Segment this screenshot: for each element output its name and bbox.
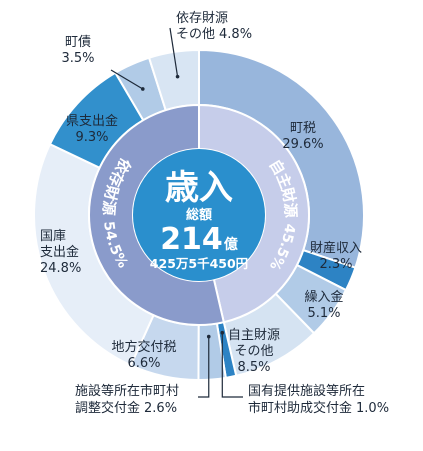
slice-label-9: 町債 3.5% [61, 35, 94, 66]
slice-label-5-line-1: 調整交付金 [75, 400, 140, 416]
slice-label-7-line-0: 国庫 [40, 229, 66, 244]
slice-label-3-line-1: その他 [234, 344, 273, 359]
slice-label-6: 地方交付税 6.6% [111, 339, 176, 371]
slice-label-6-line-0: 地方交付税 [111, 339, 176, 355]
leader-4 [221, 332, 243, 398]
center-amount: 214 [160, 222, 223, 257]
slice-label-2-line-0: 繰入金 [304, 289, 343, 305]
slice-label-3: 自主財源その他 8.5% [228, 328, 280, 375]
slice-label-7: 国庫支出金 24.8% [40, 229, 81, 276]
center-title: 歳入 [165, 168, 233, 208]
slice-label-7-value: 24.8% [40, 261, 81, 276]
slice-label-4-line-1: 市町村助成交付金 [248, 400, 352, 416]
slice-label-1: 財産収入 2.3% [310, 240, 362, 272]
slice-label-10: 依存財源その他 4.8% [176, 11, 252, 42]
slice-label-5-value: 2.6% [144, 401, 177, 416]
slice-label-3-value: 8.5% [237, 360, 270, 375]
leader-dot-10 [175, 74, 180, 79]
center-subtitle: 総額 [186, 207, 212, 223]
leader-5 [198, 336, 210, 398]
leader-dot-5 [206, 334, 211, 339]
slice-label-9-line-0: 町債 [65, 35, 91, 50]
leader-lines [110, 27, 243, 398]
slice-label-4-line-0: 国有提供施設等所在 [248, 383, 365, 399]
leader-dot-4 [220, 330, 225, 335]
leader-10 [169, 27, 179, 77]
slice-label-1-value: 2.3% [319, 257, 352, 272]
slice-label-10-line-1: その他 [176, 27, 215, 42]
slice-label-2: 繰入金 5.1% [304, 289, 343, 321]
center-disc [133, 149, 265, 281]
slice-label-5-line-0: 施設等所在市町村 [75, 383, 179, 399]
slice-label-10-line-0: 依存財源 [176, 11, 228, 26]
center-summary: 歳入 総額 214億 425万5千450円 [150, 168, 248, 271]
slice-labels: 町税 29.6%財産収入 2.3%繰入金 5.1%自主財源その他 8.5%国有提供施設等… [40, 11, 389, 416]
center-detail: 425万5千450円 [150, 256, 248, 271]
leader-dot-9 [140, 87, 145, 91]
slice-label-3-line-0: 自主財源 [228, 328, 280, 343]
slice-label-4: 国有提供施設等所在市町村助成交付金 1.0% [248, 383, 389, 416]
slice-label-2-value: 5.1% [307, 306, 340, 321]
center-unit: 億 [224, 236, 238, 253]
leader-9 [110, 69, 144, 90]
slice-label-1-line-0: 財産収入 [310, 240, 362, 256]
slice-label-8-value: 9.3% [75, 130, 108, 145]
slice-label-9-value: 3.5% [61, 51, 94, 66]
center-amount-line: 214億 [160, 222, 238, 257]
slice-label-0-line-0: 町税 [290, 121, 316, 136]
slice-label-7-line-1: 支出金 [40, 244, 79, 260]
slice-label-0-value: 29.6% [282, 137, 323, 152]
slice-label-10-value: 4.8% [219, 27, 252, 42]
slice-label-8-line-0: 県支出金 [66, 113, 118, 129]
slice-label-8: 県支出金 9.3% [66, 113, 118, 145]
slice-label-4-value: 1.0% [356, 401, 389, 416]
slice-label-6-value: 6.6% [127, 356, 160, 371]
slice-label-5: 施設等所在市町村調整交付金 2.6% [75, 383, 179, 416]
slice-label-0: 町税 29.6% [282, 121, 323, 152]
